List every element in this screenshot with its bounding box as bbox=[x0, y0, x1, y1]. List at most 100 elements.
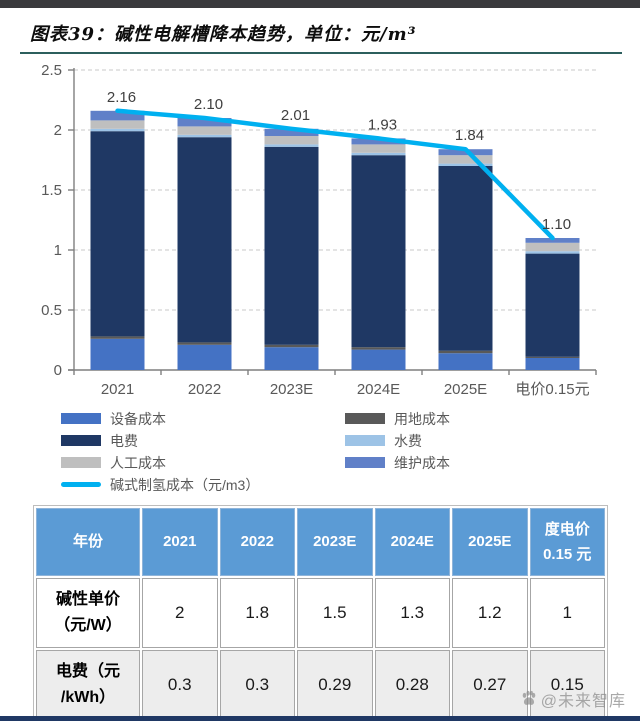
bar-segment bbox=[351, 347, 406, 350]
bar-segment bbox=[438, 163, 493, 166]
bar-segment bbox=[90, 120, 145, 129]
bar-segment bbox=[90, 131, 145, 337]
legend-item: 维护成本 bbox=[345, 454, 635, 471]
bar-segment bbox=[438, 155, 493, 164]
cost-table: 年份 2021 2022 2023E 2024E 2025E 度电价 0.15 元碱性单价 … bbox=[33, 505, 608, 721]
legend-color-swatch bbox=[345, 435, 385, 446]
value-cell: 1.2 bbox=[452, 578, 528, 648]
value-cell: 0.27 bbox=[452, 650, 528, 720]
hydrogen-cost-line bbox=[115, 108, 555, 241]
bar-segment bbox=[438, 350, 493, 354]
legend-label: 碱式制氢成本（元/m3） bbox=[110, 476, 260, 493]
bar-segment bbox=[525, 253, 580, 357]
data-label: 2.16 bbox=[107, 89, 136, 106]
value-cell: 0.3 bbox=[219, 650, 295, 720]
bar-segment bbox=[264, 136, 319, 145]
figure-title-block: 图表39：碱性电解槽降本趋势，单位：元/m³ bbox=[20, 16, 622, 54]
top-dark-bar bbox=[0, 0, 640, 8]
bar-segment bbox=[525, 358, 580, 370]
data-label: 1.10 bbox=[542, 216, 571, 233]
bar-segment bbox=[351, 349, 406, 370]
table-header-cell: 2024E bbox=[374, 508, 450, 576]
value-cell: 1 bbox=[529, 578, 605, 648]
bar-segment bbox=[90, 336, 145, 339]
bar-segment bbox=[177, 118, 232, 127]
y-axis-label: 1 bbox=[54, 242, 62, 259]
row-label-cell: 碱性单价 （元/W） bbox=[36, 578, 140, 648]
bottom-navy-border bbox=[0, 716, 640, 721]
legend-color-swatch bbox=[61, 435, 101, 446]
legend-item: 碱式制氢成本（元/m3） bbox=[61, 476, 345, 493]
legend-color-swatch bbox=[345, 413, 385, 424]
data-label: 1.84 bbox=[455, 127, 484, 144]
bar-segment bbox=[177, 126, 232, 135]
x-axis-label: 2025E bbox=[444, 381, 487, 398]
value-cell: 0.29 bbox=[297, 650, 373, 720]
bar-segment bbox=[90, 128, 145, 132]
figure-title: 图表39：碱性电解槽降本趋势，单位：元/m³ bbox=[30, 24, 417, 45]
bar-segment bbox=[264, 128, 319, 136]
legend-label: 设备成本 bbox=[110, 410, 166, 427]
legend-item: 人工成本 bbox=[61, 454, 345, 471]
y-axis-label: 2 bbox=[54, 122, 62, 139]
x-axis-label: 2023E bbox=[270, 381, 313, 398]
row-label-cell: 电费（元 /kWh） bbox=[36, 650, 140, 720]
table-row: 电费（元 /kWh） 0.3 0.3 0.29 0.28 0.27 0.15 bbox=[36, 650, 605, 720]
legend-item: 设备成本 bbox=[61, 410, 345, 427]
table-header-cell: 度电价 0.15 元 bbox=[529, 508, 605, 576]
table-row: 碱性单价 （元/W） 2 1.8 1.5 1.3 1.2 1 bbox=[36, 578, 605, 648]
bar-segment bbox=[177, 137, 232, 343]
legend-label: 人工成本 bbox=[110, 454, 166, 471]
table-header-cell: 2021 bbox=[142, 508, 218, 576]
bar-segment bbox=[264, 344, 319, 348]
legend-line-swatch bbox=[61, 482, 101, 487]
legend-item: 用地成本 bbox=[345, 410, 635, 427]
data-label: 2.10 bbox=[194, 96, 223, 113]
x-axis-label: 电价0.15元 bbox=[515, 381, 589, 398]
x-axis-label: 2021 bbox=[101, 381, 134, 398]
y-axis-label: 0.5 bbox=[41, 302, 62, 319]
bar-segment bbox=[264, 144, 319, 147]
bar-segment bbox=[525, 238, 580, 243]
value-cell: 1.3 bbox=[374, 578, 450, 648]
y-axis-label: 0 bbox=[54, 362, 62, 379]
table-header-cell: 2022 bbox=[219, 508, 295, 576]
data-label: 1.93 bbox=[368, 116, 397, 133]
table-header-cell: 年份 bbox=[36, 508, 140, 576]
legend-item: 电费 bbox=[61, 432, 345, 449]
bar-segment bbox=[351, 138, 406, 145]
legend-label: 维护成本 bbox=[394, 454, 450, 471]
alkaline-electrolyzer-cost-chart: 0 0.5 1 1.5 2 2.5 2.16 2.10 2.01 1.93 1.84 1.10 2021… bbox=[41, 62, 597, 398]
legend-color-swatch bbox=[345, 457, 385, 468]
value-cell: 2 bbox=[142, 578, 218, 648]
chart-legend: 设备成本 用地成本 电费 水费 人工成本 维护成本 碱式制氢成本（元/m3） bbox=[61, 410, 640, 493]
bar-segment bbox=[90, 110, 145, 121]
table-header-cell: 2025E bbox=[452, 508, 528, 576]
table-header-row: 年份 2021 2022 2023E 2024E 2025E 度电价 0.15 元 bbox=[36, 508, 605, 576]
bar-segment bbox=[90, 338, 145, 370]
bar-segment bbox=[177, 134, 232, 138]
legend-label: 电费 bbox=[110, 432, 138, 449]
data-label: 2.01 bbox=[281, 107, 310, 124]
bar-segment bbox=[351, 155, 406, 348]
bar-segment bbox=[351, 144, 406, 153]
value-cell: 0.15 bbox=[529, 650, 605, 720]
bar-segment bbox=[525, 242, 580, 252]
legend-color-swatch bbox=[61, 413, 101, 424]
value-cell: 1.5 bbox=[297, 578, 373, 648]
bar-segment bbox=[177, 342, 232, 345]
bar-segment bbox=[525, 251, 580, 254]
value-cell: 1.8 bbox=[219, 578, 295, 648]
bar-segment bbox=[264, 347, 319, 370]
y-axis-label: 2.5 bbox=[41, 62, 62, 79]
bar-segment bbox=[525, 356, 580, 358]
cost-table-wrap: 年份 2021 2022 2023E 2024E 2025E 度电价 0.15 元碱性单价 … bbox=[33, 505, 608, 721]
bar-segment bbox=[438, 166, 493, 351]
value-cell: 0.3 bbox=[142, 650, 218, 720]
bar-segment bbox=[351, 152, 406, 156]
bar-segment bbox=[177, 344, 232, 370]
value-cell: 0.28 bbox=[374, 650, 450, 720]
table-header-cell: 2023E bbox=[297, 508, 373, 576]
legend-label: 用地成本 bbox=[394, 410, 450, 427]
